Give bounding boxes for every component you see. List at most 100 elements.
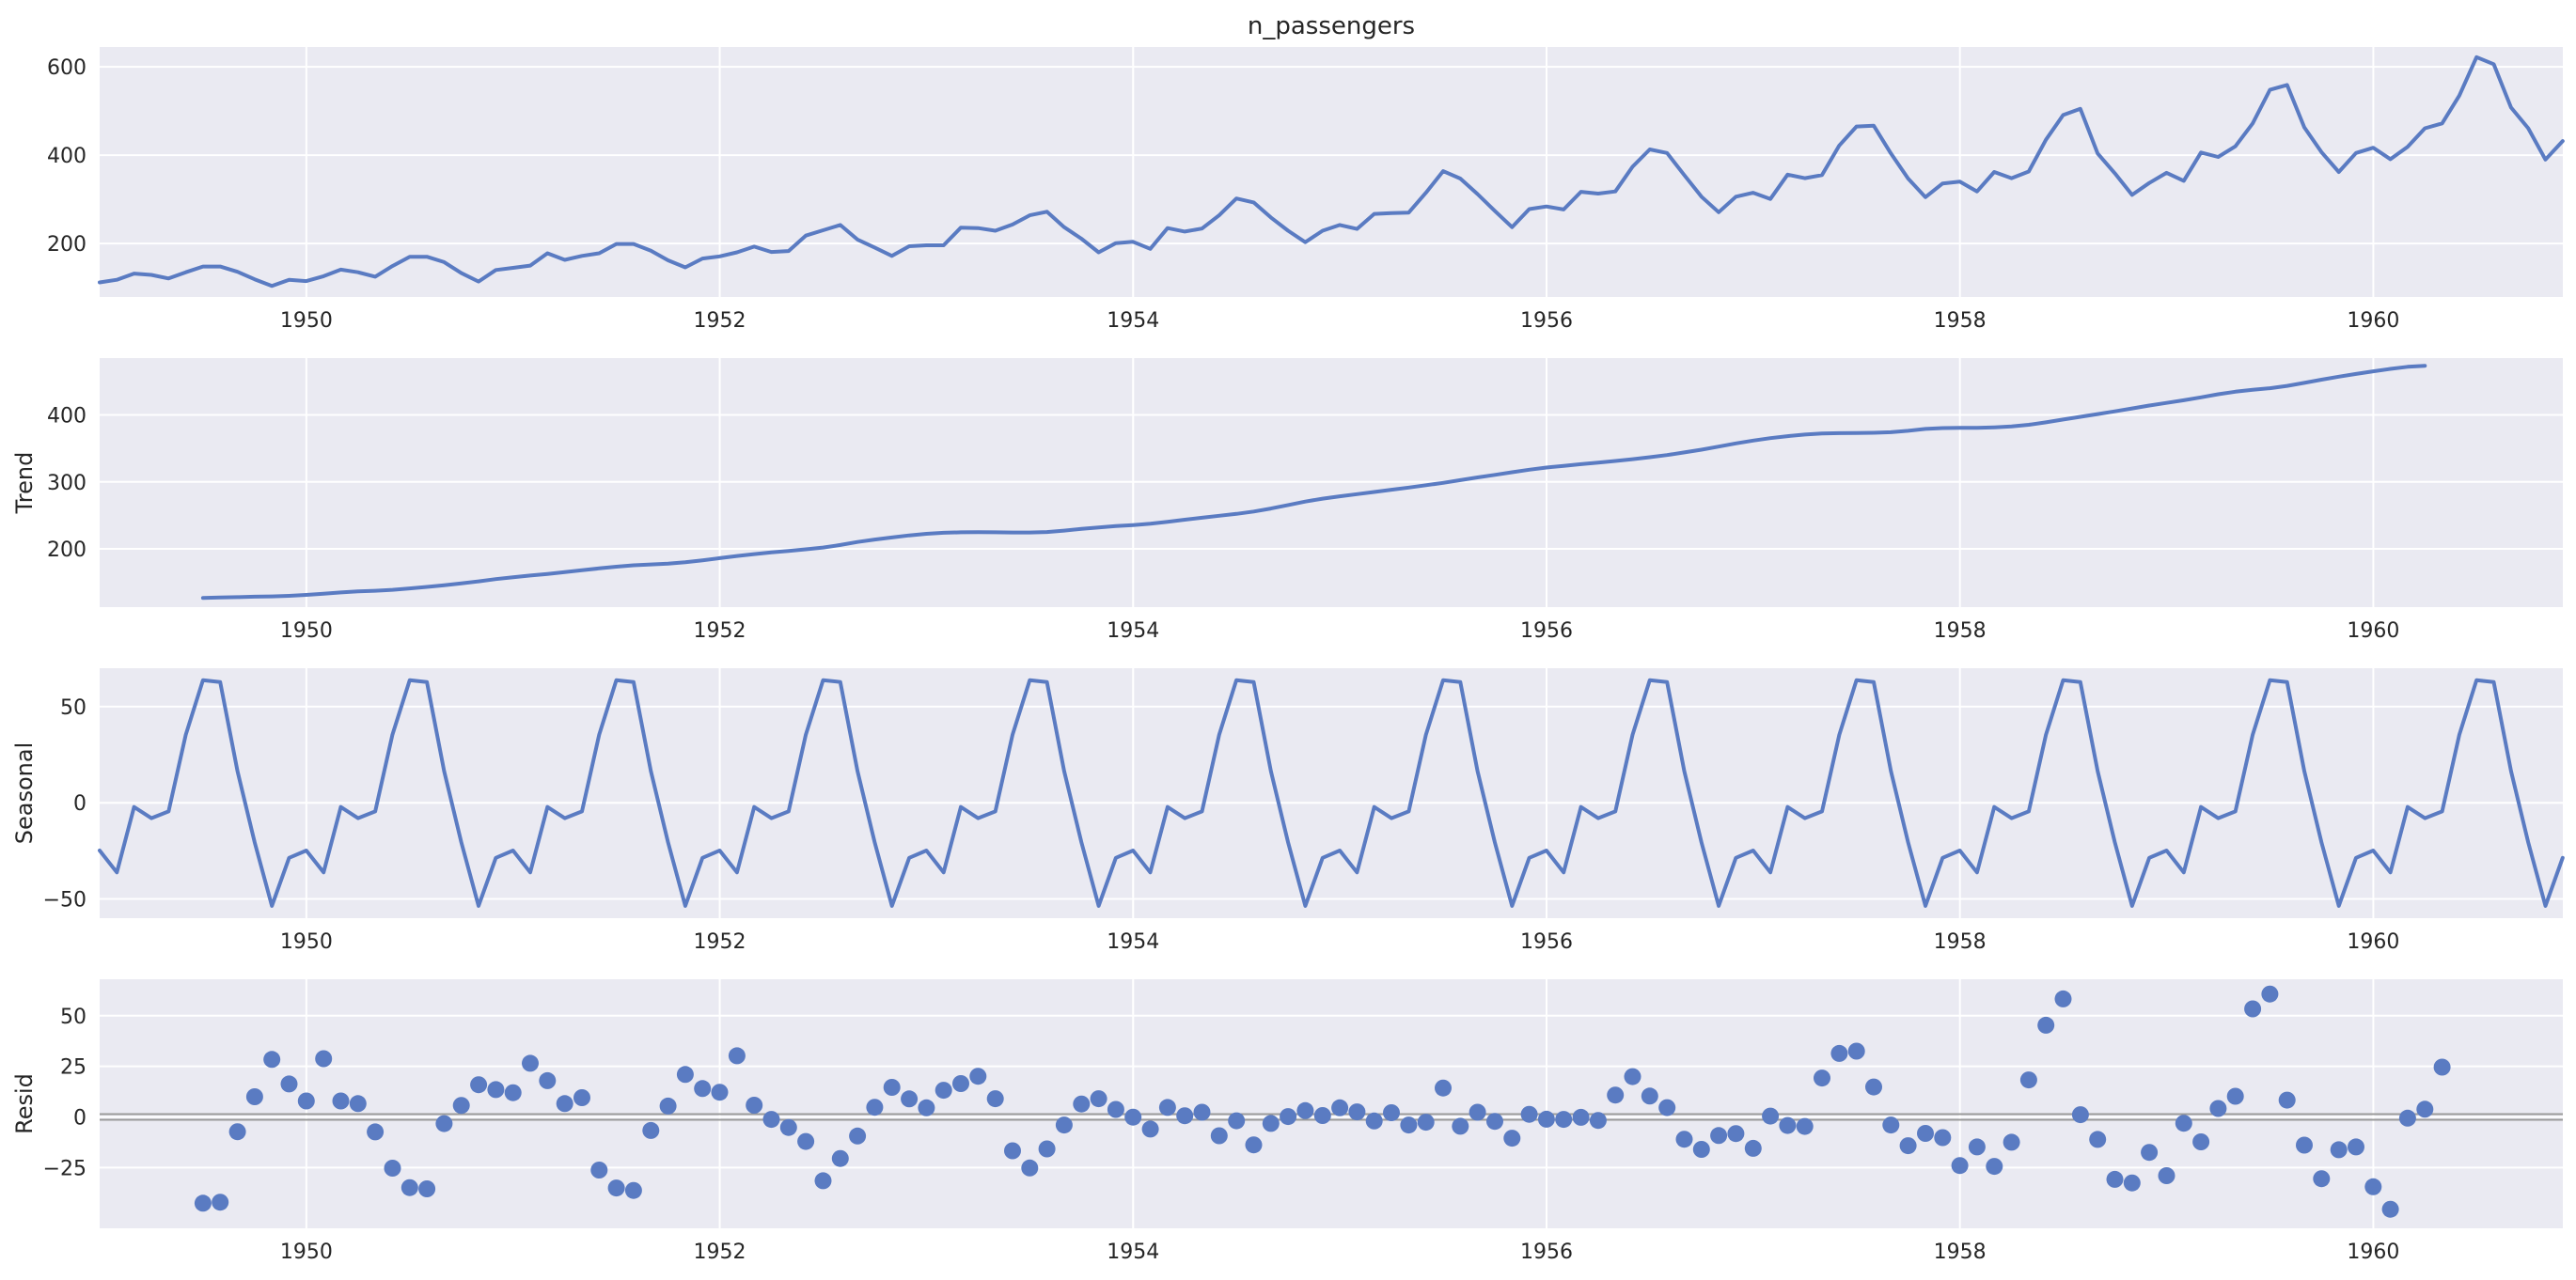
resid-point bbox=[1210, 1127, 1228, 1145]
x-tick-label: 1956 bbox=[1520, 1241, 1573, 1264]
resid-point bbox=[2348, 1138, 2364, 1156]
x-tick-label: 1950 bbox=[280, 930, 333, 954]
resid-point bbox=[1193, 1103, 1211, 1121]
x-tick-label: 1950 bbox=[280, 1241, 333, 1264]
resid-point bbox=[367, 1123, 385, 1141]
resid-point bbox=[2381, 1200, 2399, 1218]
resid-point bbox=[590, 1162, 608, 1179]
resid-point bbox=[263, 1051, 281, 1069]
resid-point bbox=[1262, 1115, 1280, 1132]
x-tick-label: 1954 bbox=[1107, 930, 1159, 954]
x-tick-label: 1952 bbox=[694, 1241, 746, 1264]
resid-point bbox=[1607, 1086, 1625, 1104]
resid-point bbox=[1124, 1108, 1142, 1126]
y-tick-label: −25 bbox=[43, 1157, 86, 1180]
resid-point bbox=[694, 1080, 712, 1098]
resid-point bbox=[1675, 1131, 1693, 1148]
resid-point bbox=[831, 1149, 849, 1167]
resid-point bbox=[2141, 1144, 2159, 1162]
series-line bbox=[98, 55, 2565, 289]
y-tick-label: 200 bbox=[47, 539, 86, 562]
resid-point bbox=[814, 1172, 832, 1190]
resid-point bbox=[401, 1179, 418, 1196]
resid-point bbox=[624, 1181, 642, 1199]
resid-point bbox=[883, 1079, 901, 1096]
x-tick-label: 1954 bbox=[1107, 309, 1159, 333]
resid-point bbox=[1899, 1137, 1917, 1155]
resid-point bbox=[642, 1121, 660, 1139]
y-axis-label: Seasonal bbox=[11, 742, 38, 844]
resid-point bbox=[2175, 1115, 2192, 1132]
resid-point bbox=[384, 1160, 401, 1177]
series-line bbox=[98, 678, 2565, 908]
resid-point bbox=[1141, 1120, 1159, 1138]
resid-point bbox=[866, 1099, 884, 1116]
x-tick-label: 1958 bbox=[1934, 619, 1987, 643]
resid-point bbox=[1779, 1116, 1797, 1134]
panel-seasonal: 1950 1952 1954 1956 1958 1960 50 0 −50 Seasonal bbox=[11, 668, 2565, 954]
resid-point bbox=[1280, 1108, 1297, 1126]
resid-point bbox=[676, 1066, 694, 1084]
x-tick-label: 1958 bbox=[1934, 1241, 1987, 1264]
resid-point bbox=[435, 1115, 453, 1132]
resid-point bbox=[2158, 1167, 2175, 1184]
resid-point bbox=[1727, 1125, 1745, 1143]
x-tick-label: 1958 bbox=[1934, 309, 1987, 333]
resid-point bbox=[1830, 1044, 1848, 1062]
x-tick-label: 1954 bbox=[1107, 1241, 1159, 1264]
resid-point bbox=[2054, 990, 2072, 1007]
resid-point bbox=[245, 1088, 263, 1105]
resid-point bbox=[2226, 1087, 2244, 1105]
y-tick-label: 300 bbox=[47, 472, 86, 495]
resid-point bbox=[1847, 1042, 1865, 1060]
x-tick-label: 1956 bbox=[1520, 619, 1573, 643]
resid-point bbox=[711, 1084, 729, 1101]
resid-point bbox=[1055, 1116, 1073, 1134]
resid-point bbox=[212, 1194, 229, 1211]
resid-point bbox=[1331, 1099, 1349, 1116]
resid-point bbox=[349, 1095, 367, 1113]
resid-point bbox=[1572, 1108, 1590, 1126]
resid-point bbox=[746, 1097, 763, 1114]
plot-area bbox=[100, 668, 2563, 918]
resid-point bbox=[2019, 1071, 2037, 1089]
y-tick-label: 200 bbox=[47, 233, 86, 257]
resid-point bbox=[1589, 1112, 1607, 1130]
resid-point bbox=[2416, 1100, 2434, 1118]
resid-point bbox=[1762, 1107, 1780, 1125]
resid-point bbox=[849, 1127, 867, 1145]
y-tick-label: 400 bbox=[47, 145, 86, 168]
resid-point bbox=[1365, 1112, 1383, 1130]
resid-point bbox=[2364, 1178, 2382, 1195]
x-tick-label: 1952 bbox=[694, 619, 746, 643]
series-line bbox=[200, 364, 2427, 601]
resid-point bbox=[1038, 1140, 1056, 1158]
resid-point bbox=[1400, 1116, 1418, 1134]
plot-area bbox=[100, 979, 2563, 1228]
y-tick-label: −50 bbox=[43, 889, 86, 913]
resid-point bbox=[452, 1097, 470, 1115]
resid-point bbox=[418, 1180, 436, 1197]
y-tick-label: 25 bbox=[60, 1056, 86, 1080]
resid-point bbox=[1796, 1117, 1814, 1135]
resid-point bbox=[1176, 1107, 1194, 1125]
panel-trend: 1950 1952 1954 1956 1958 1960 200 300 400 Trend bbox=[11, 358, 2563, 643]
resid-point bbox=[1245, 1136, 1263, 1154]
resid-point bbox=[2037, 1016, 2055, 1034]
resid-point bbox=[762, 1111, 780, 1129]
x-tick-label: 1958 bbox=[1934, 930, 1987, 954]
resid-point bbox=[1004, 1142, 1021, 1160]
x-tick-label: 1960 bbox=[2347, 1241, 2399, 1264]
panel-observed: 1950 1952 1954 1956 1958 1960 200 400 600 bbox=[47, 47, 2565, 333]
resid-point bbox=[2106, 1170, 2124, 1188]
resid-point bbox=[487, 1081, 505, 1099]
resid-point bbox=[1107, 1100, 1124, 1118]
resid-point bbox=[1968, 1138, 1986, 1156]
resid-point bbox=[2313, 1170, 2331, 1188]
resid-point bbox=[1537, 1110, 1555, 1128]
resid-point bbox=[2089, 1131, 2107, 1148]
resid-point bbox=[2244, 1000, 2262, 1018]
resid-point bbox=[504, 1084, 522, 1101]
resid-point bbox=[470, 1076, 488, 1094]
